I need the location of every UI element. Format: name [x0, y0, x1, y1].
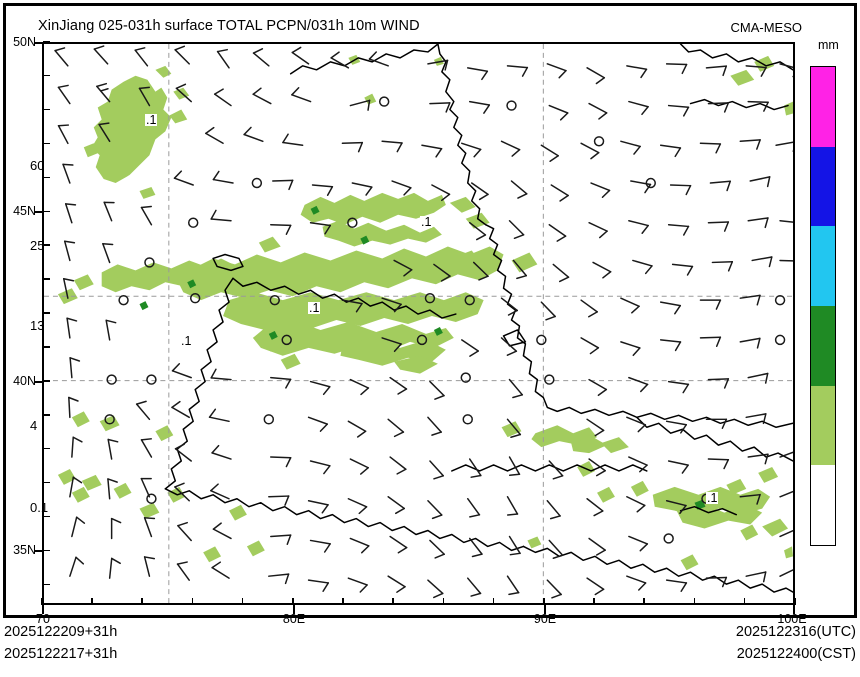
footer-init-time-cst: 2025122217+31h: [4, 646, 118, 662]
colorbar-segment-13-25: [811, 226, 835, 306]
lon-minor-tick: [342, 598, 344, 605]
lon-label-90E: 90E: [533, 612, 557, 626]
lat-label-50N: 50N: [13, 35, 36, 49]
colorbar-tick-13: 13: [30, 318, 45, 333]
lon-minor-tick: [492, 598, 495, 605]
precipitation-shading: [57, 54, 793, 571]
lat-minor-tick: [43, 346, 50, 348]
footer-valid-time-utc: 2025122316(UTC): [735, 624, 856, 640]
map-canvas: [44, 44, 793, 603]
map-inner: .1 .1 .1 .1 .1: [44, 44, 793, 603]
lat-minor-tick: [43, 447, 50, 450]
lon-minor-tick: [392, 598, 394, 605]
lat-label-45N: 45N: [13, 204, 36, 218]
colorbar-units-label: mm: [818, 38, 839, 52]
colorbar[interactable]: [810, 66, 836, 546]
lat-minor-tick: [43, 74, 50, 77]
contour-label: .1: [420, 215, 433, 229]
precipitation-shading-dark: [139, 205, 706, 510]
colorbar-tick-25: 25: [30, 238, 45, 253]
lon-minor-tick: [191, 598, 194, 605]
map-plot-area[interactable]: .1 .1 .1 .1 .1: [42, 42, 795, 605]
lat-minor-tick: [43, 176, 50, 179]
colorbar-segment-0.1-4: [811, 385, 835, 466]
lat-minor-tick: [43, 244, 50, 246]
lon-minor-tick: [643, 598, 645, 605]
lon-minor-tick: [442, 598, 445, 605]
lat-minor-tick: [43, 414, 50, 416]
lat-tick-45N: [34, 211, 43, 213]
lat-minor-tick: [43, 41, 50, 43]
lat-label-40N: 40N: [13, 374, 36, 388]
colorbar-tick-0.1: 0.1: [30, 500, 49, 515]
lat-minor-tick: [43, 142, 50, 145]
lon-minor-tick: [743, 598, 746, 605]
lat-tick-35N: [34, 550, 43, 552]
colorbar-tick-60: 60: [30, 158, 45, 173]
lon-label-100E: 100E: [777, 612, 807, 626]
lon-minor-tick: [41, 598, 43, 605]
colorbar-segment-4-13: [811, 305, 835, 386]
wind-barbs: [54, 45, 793, 599]
contour-label: .1: [706, 491, 719, 505]
lon-tick-70: [42, 605, 44, 614]
lat-minor-tick: [43, 583, 50, 586]
lon-minor-tick: [241, 598, 244, 605]
colorbar-segment-below-0.1: [811, 465, 835, 545]
lon-minor-tick: [593, 598, 595, 605]
contour-label: .1: [180, 334, 193, 348]
lat-minor-tick: [43, 515, 50, 518]
country-borders: [164, 44, 793, 593]
lon-label-70: 70: [36, 612, 50, 626]
contour-label: .1: [145, 113, 158, 127]
lat-label-35N: 35N: [13, 543, 36, 557]
lat-tick-50N: [34, 42, 43, 44]
lon-minor-tick: [543, 598, 545, 605]
lat-minor-tick: [43, 380, 50, 382]
grid-lines: [44, 44, 793, 603]
model-brand-label: CMA-MESO: [730, 20, 803, 35]
colorbar-tick-4: 4: [30, 418, 38, 433]
lat-minor-tick: [43, 312, 50, 314]
lon-minor-tick: [141, 598, 143, 605]
lon-tick-90E: [544, 605, 546, 614]
page-title: XinJiang 025-031h surface TOTAL PCPN/031…: [38, 18, 420, 34]
lon-minor-tick: [794, 598, 796, 605]
contour-label: .1: [308, 301, 321, 315]
lat-tick-40N: [34, 381, 43, 383]
lat-minor-tick: [43, 210, 50, 213]
lon-minor-tick: [91, 598, 93, 605]
lon-label-80E: 80E: [282, 612, 306, 626]
footer-valid-time-cst: 2025122400(CST): [736, 646, 856, 662]
footer: 2025122209+31h 2025122217+31h 2025122316…: [0, 620, 860, 677]
lat-minor-tick: [43, 549, 50, 552]
lon-minor-tick: [292, 598, 294, 605]
lon-minor-tick: [693, 598, 696, 605]
footer-init-time-utc: 2025122209+31h: [4, 624, 118, 640]
colorbar-segment-25-60: [811, 146, 835, 227]
lat-minor-tick: [43, 278, 50, 280]
lat-minor-tick: [43, 481, 50, 484]
lon-tick-100E: [793, 605, 795, 614]
lon-tick-80E: [293, 605, 295, 614]
lat-minor-tick: [43, 108, 50, 111]
colorbar-segment-above-60: [811, 67, 835, 147]
